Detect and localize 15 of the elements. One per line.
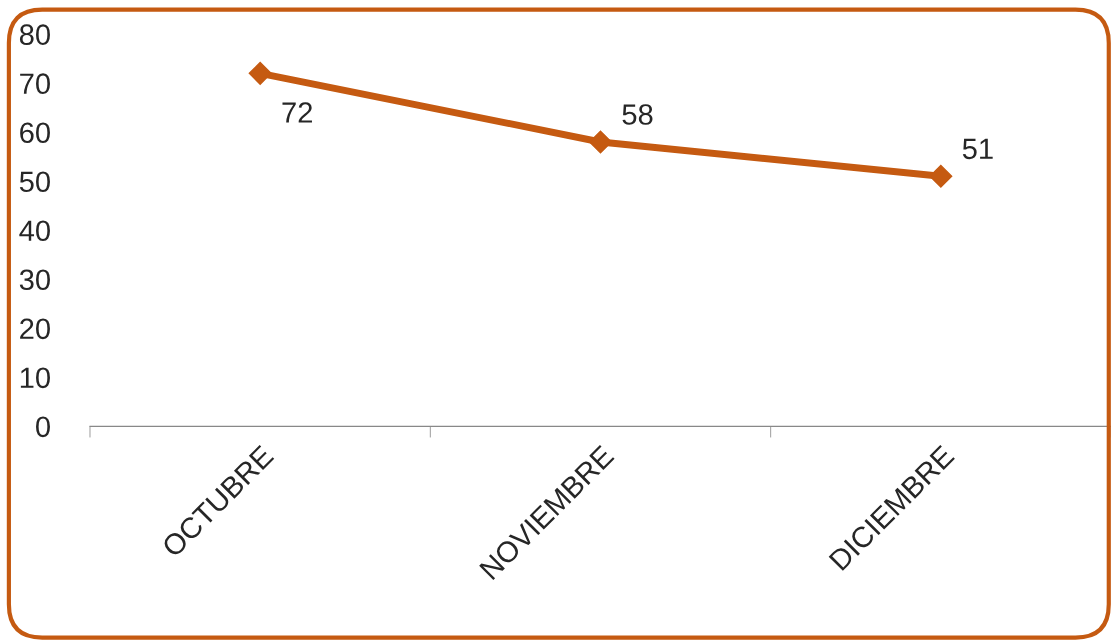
y-tick-label: 20 xyxy=(20,318,50,340)
point xyxy=(929,164,953,188)
data-label: 72 xyxy=(282,102,312,123)
y-tick-label: 0 xyxy=(36,416,50,438)
y-tick-label: 80 xyxy=(19,24,50,45)
point xyxy=(248,61,272,85)
point xyxy=(588,130,612,154)
data-label: 51 xyxy=(962,138,993,160)
y-tick-label: 70 xyxy=(20,73,50,95)
y-tick-label: 60 xyxy=(20,122,50,144)
data-label: 58 xyxy=(622,104,653,125)
y-tick-label: 50 xyxy=(19,171,50,193)
y-tick-label: 40 xyxy=(19,220,50,242)
y-tick-label: 30 xyxy=(19,269,50,291)
y-tick-label: 10 xyxy=(20,367,50,389)
